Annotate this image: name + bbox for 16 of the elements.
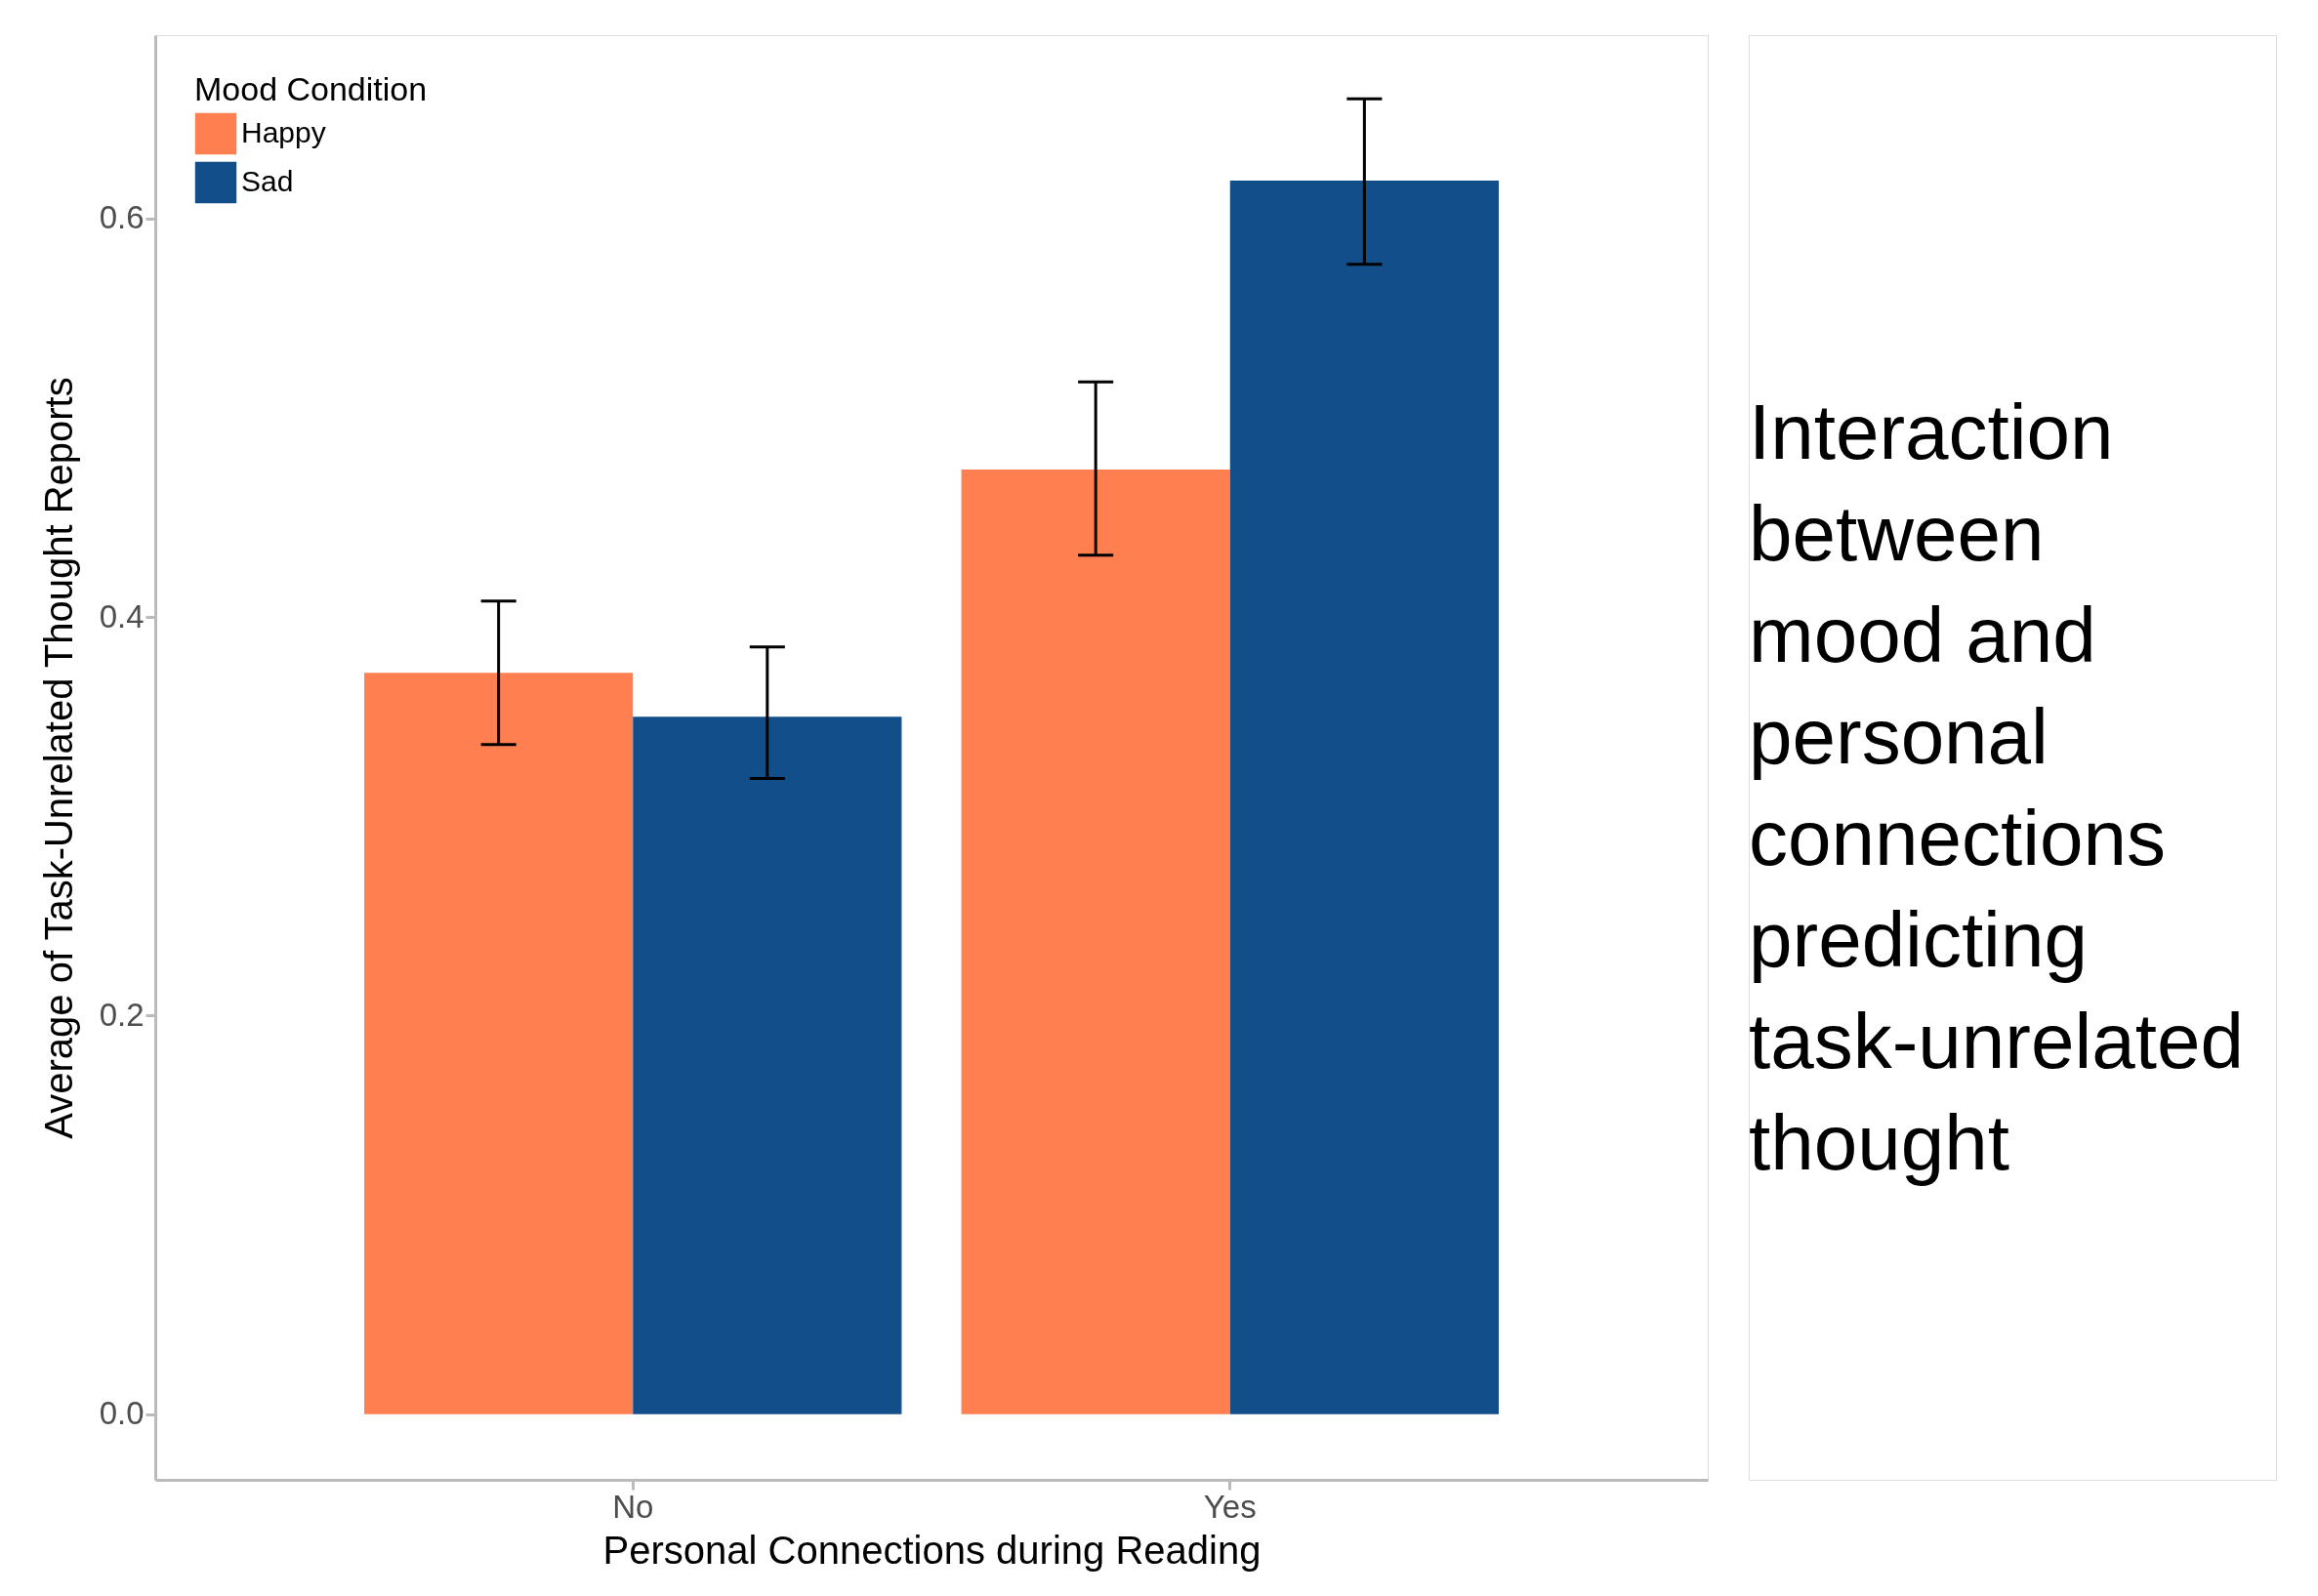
y-tick-label: 0.0: [99, 1395, 145, 1432]
bar: [364, 673, 634, 1414]
bar: [1229, 181, 1499, 1414]
x-tick-label: Yes: [1203, 1488, 1257, 1525]
bar: [961, 470, 1230, 1414]
y-axis-title: Average of Task-Unrelated Thought Reports: [36, 377, 80, 1139]
x-axis-title: Personal Connections during Reading: [602, 1528, 1262, 1572]
x-tick-label: No: [612, 1488, 654, 1525]
y-tick-label: 0.6: [99, 199, 145, 236]
legend-title: Mood Condition: [194, 70, 428, 107]
legend-label: Sad: [241, 165, 294, 197]
y-tick-label: 0.2: [99, 996, 145, 1033]
y-tick-label: 0.4: [99, 597, 145, 634]
bar: [633, 716, 902, 1414]
legend-label: Happy: [241, 116, 326, 148]
text: Interaction between mood and personal connections predicting task-unrelated thought: [1749, 389, 2244, 1186]
